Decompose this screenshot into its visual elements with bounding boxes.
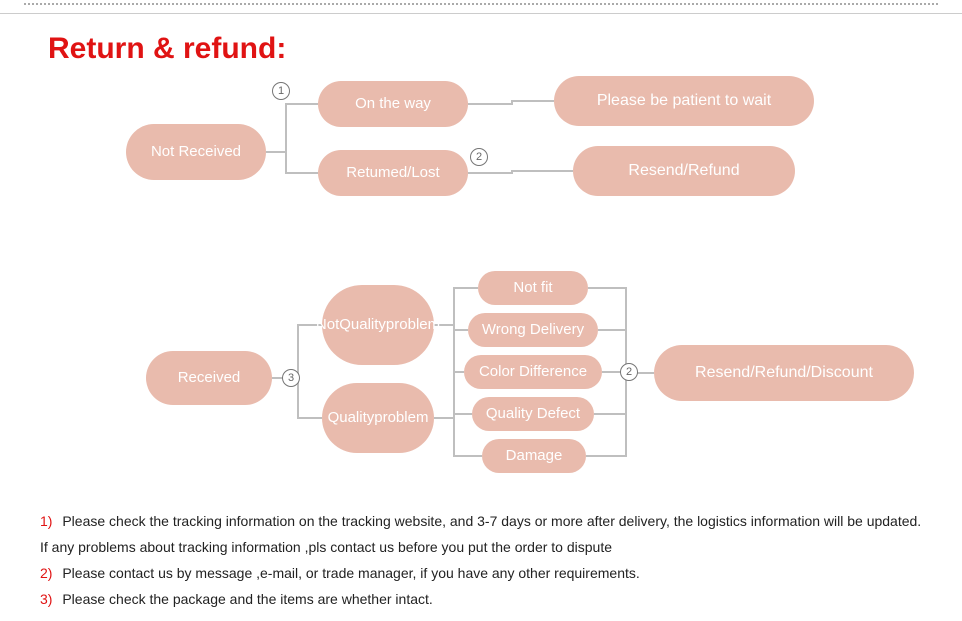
footnote-text: Please check the package and the items a… — [58, 591, 432, 607]
footnote-line: 1) Please check the tracking information… — [40, 509, 922, 561]
flowchart-received: Received NotQualityproblem Qualityproblem N… — [60, 271, 940, 491]
footnote-number: 2) — [40, 565, 52, 581]
return-refund-page: Return & refund: Not Received On the way R… — [0, 0, 962, 613]
footnote-line: 3) Please check the package and the item… — [40, 587, 922, 613]
node-not-received: Not Received — [126, 124, 266, 180]
node-not-fit: Not fit — [478, 271, 588, 305]
node-resend-refund: Resend/Refund — [573, 146, 795, 196]
step-marker-3: 3 — [282, 369, 300, 387]
node-quality: Qualityproblem — [322, 383, 434, 453]
footnote-number: 3) — [40, 591, 52, 607]
node-be-patient: Please be patient to wait — [554, 76, 814, 126]
top-divider — [0, 0, 962, 14]
node-quality-defect: Quality Defect — [472, 397, 594, 431]
node-damage: Damage — [482, 439, 586, 473]
footnotes: 1) Please check the tracking information… — [40, 509, 922, 613]
node-not-quality: NotQualityproblem — [322, 285, 434, 365]
flowchart-not-received: Not Received On the way Retumed/Lost Please… — [60, 76, 900, 216]
node-color-diff: Color Difference — [464, 355, 602, 389]
node-wrong-delivery: Wrong Delivery — [468, 313, 598, 347]
step-marker-1: 1 — [272, 82, 290, 100]
footnote-text: Please check the tracking information on… — [40, 513, 921, 555]
node-on-the-way: On the way — [318, 81, 468, 127]
node-received: Received — [146, 351, 272, 405]
node-outcome: Resend/Refund/Discount — [654, 345, 914, 401]
footnote-text: Please contact us by message ,e-mail, or… — [58, 565, 639, 581]
footnote-number: 1) — [40, 513, 52, 529]
step-marker-2: 2 — [620, 363, 638, 381]
footnote-line: 2) Please contact us by message ,e-mail,… — [40, 561, 922, 587]
node-returned-lost: Retumed/Lost — [318, 150, 468, 196]
step-marker-2: 2 — [470, 148, 488, 166]
section-title: Return & refund: — [48, 32, 962, 66]
